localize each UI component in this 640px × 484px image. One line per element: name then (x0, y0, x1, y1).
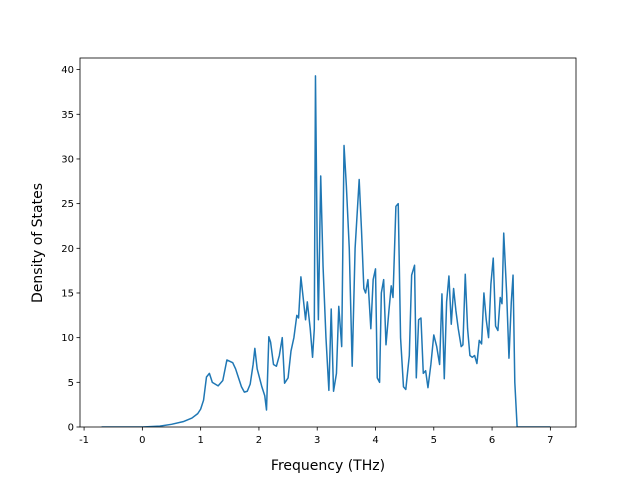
y-tick-label: 5 (68, 378, 74, 389)
plot-frame (79, 57, 577, 428)
y-tick-label: 20 (61, 244, 74, 255)
y-tick-label: 10 (61, 333, 74, 344)
x-tick-label: 1 (197, 435, 203, 446)
dos-line (101, 75, 551, 427)
x-tick-label: 0 (139, 435, 145, 446)
x-tick-label: 5 (431, 435, 437, 446)
x-tick-label: 2 (256, 435, 262, 446)
x-tick-label: -1 (79, 435, 89, 446)
x-axis-label: Frequency (THz) (271, 458, 385, 474)
y-tick-label: 35 (61, 110, 74, 121)
y-tick-label: 30 (61, 154, 74, 165)
y-tick-label: 15 (61, 288, 74, 299)
x-tick-label: 4 (372, 435, 378, 446)
x-tick-label: 6 (489, 435, 495, 446)
x-tick-label: 3 (314, 435, 320, 446)
y-tick-label: 40 (61, 65, 74, 76)
y-axis-label: Density of States (30, 183, 46, 303)
y-tick-label: 0 (68, 423, 74, 434)
x-tick-label: 7 (547, 435, 553, 446)
y-tick-label: 25 (61, 199, 74, 210)
